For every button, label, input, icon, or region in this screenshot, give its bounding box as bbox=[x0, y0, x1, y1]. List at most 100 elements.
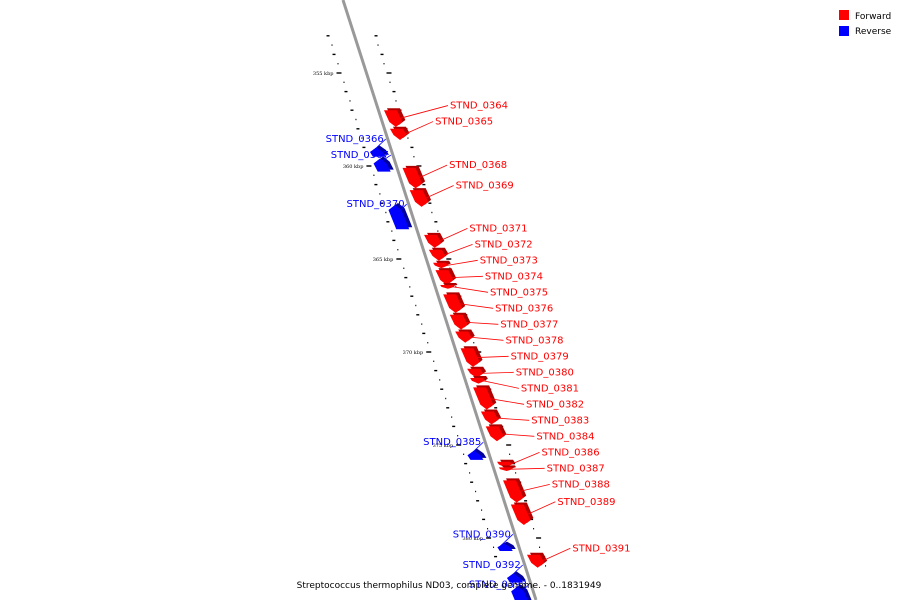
gene-arrow bbox=[485, 426, 504, 442]
gene-label[interactable]: STND_0368 bbox=[449, 160, 507, 171]
legend-reverse-label: Reverse bbox=[855, 27, 892, 37]
label-leader-line bbox=[392, 203, 407, 218]
gene-stnd-0372[interactable] bbox=[428, 247, 449, 261]
gene-label[interactable]: STND_0374 bbox=[485, 271, 543, 282]
gene-stnd-0388[interactable] bbox=[503, 478, 527, 503]
gene-stnd-0373[interactable] bbox=[433, 260, 451, 269]
gene-label[interactable]: STND_0380 bbox=[516, 367, 574, 378]
gene-label[interactable]: STND_0377 bbox=[500, 319, 558, 330]
gene-label[interactable]: STND_0375 bbox=[490, 287, 548, 298]
gene-arrow bbox=[435, 270, 454, 286]
gene-label[interactable]: STND_0385 bbox=[423, 437, 481, 448]
gene-label[interactable]: STND_0370 bbox=[347, 199, 405, 210]
gene-stnd-0371[interactable] bbox=[424, 232, 445, 248]
gene-stnd-0369[interactable] bbox=[409, 188, 432, 207]
label-leader-line bbox=[453, 286, 489, 293]
label-leader-line bbox=[508, 564, 524, 579]
gene-label[interactable]: STND_0381 bbox=[521, 383, 579, 394]
gene-label[interactable]: STND_0383 bbox=[531, 415, 589, 426]
gene-label[interactable]: STND_0373 bbox=[480, 255, 538, 266]
gene-label[interactable]: STND_0364 bbox=[450, 101, 508, 112]
label-leader-line bbox=[438, 227, 468, 242]
gene-stnd-0391[interactable] bbox=[526, 552, 548, 568]
gene-arrow bbox=[455, 331, 472, 343]
gene-arrow bbox=[402, 167, 423, 189]
gene-stnd-0368[interactable] bbox=[402, 165, 426, 189]
label-leader-line bbox=[498, 534, 514, 548]
gene-label[interactable]: STND_0367 bbox=[331, 150, 389, 161]
gene-arrow bbox=[503, 480, 524, 503]
gene-arrow bbox=[443, 294, 463, 313]
gene-stnd-0370[interactable] bbox=[388, 203, 413, 230]
axis-tick-label: 360 kbp bbox=[343, 164, 364, 170]
label-leader-line bbox=[481, 371, 514, 374]
gene-features bbox=[369, 108, 548, 600]
gene-stnd-0374[interactable] bbox=[435, 268, 457, 286]
gene-arrow bbox=[480, 411, 499, 425]
label-leader-line bbox=[450, 275, 483, 278]
gene-stnd-0387[interactable] bbox=[498, 465, 517, 472]
gene-arrow bbox=[526, 554, 545, 568]
label-leader-line bbox=[464, 321, 499, 325]
legend-forward-label: Forward bbox=[855, 12, 891, 22]
legend-reverse-swatch bbox=[839, 26, 849, 36]
axis-tick-label: 375 kbp bbox=[433, 443, 454, 449]
gene-arrow bbox=[409, 190, 429, 207]
label-leader-line bbox=[443, 243, 473, 256]
gene-arrow bbox=[389, 128, 407, 140]
gene-stnd-0381[interactable] bbox=[470, 376, 488, 384]
gene-stnd-0367[interactable] bbox=[373, 156, 394, 172]
gene-stnd-0378[interactable] bbox=[455, 329, 475, 343]
gene-stnd-0384[interactable] bbox=[485, 424, 507, 442]
label-leader-line bbox=[399, 105, 449, 119]
gene-arrow bbox=[424, 234, 442, 248]
gene-stnd-0375[interactable] bbox=[440, 283, 458, 289]
gene-label[interactable]: STND_0393 bbox=[469, 580, 527, 591]
gene-arrow bbox=[428, 249, 446, 261]
gene-stnd-0389[interactable] bbox=[510, 502, 534, 525]
label-leader-line bbox=[511, 467, 545, 470]
gene-stnd-0377[interactable] bbox=[449, 312, 471, 330]
gene-arrow bbox=[388, 205, 410, 230]
gene-stnd-0364[interactable] bbox=[383, 108, 406, 127]
label-leader-line bbox=[371, 138, 386, 153]
gene-arrow bbox=[460, 348, 480, 367]
axis-tick-label: 370 kbp bbox=[403, 350, 424, 356]
gene-stnd-0365[interactable] bbox=[389, 126, 410, 140]
gene-label[interactable]: STND_0391 bbox=[572, 543, 630, 554]
gene-label[interactable]: STND_0366 bbox=[326, 134, 384, 145]
gene-label[interactable]: STND_0376 bbox=[495, 303, 553, 314]
gene-label[interactable]: STND_0389 bbox=[557, 497, 615, 508]
axis-tick-label: 355 kbp bbox=[313, 71, 334, 77]
gene-label[interactable]: STND_0382 bbox=[526, 399, 584, 410]
label-leader-line bbox=[500, 433, 535, 437]
gene-label[interactable]: STND_0372 bbox=[475, 239, 533, 250]
map-caption: Streptococcus thermophilus ND03, complet… bbox=[297, 581, 602, 591]
gene-stnd-0383[interactable] bbox=[480, 409, 502, 425]
gene-label[interactable]: STND_0378 bbox=[505, 335, 563, 346]
label-leader-line bbox=[404, 121, 434, 135]
gene-label[interactable]: STND_0388 bbox=[552, 479, 610, 490]
gene-arrow bbox=[470, 378, 485, 384]
axis-tick-label: 365 kbp bbox=[373, 257, 394, 263]
gene-label[interactable]: STND_0365 bbox=[435, 117, 493, 128]
gene-stnd-0382[interactable] bbox=[473, 385, 497, 410]
label-leader-line bbox=[424, 185, 454, 199]
gene-stnd-0376[interactable] bbox=[443, 292, 466, 313]
gene-label[interactable]: STND_0384 bbox=[536, 431, 594, 442]
gene-arrow bbox=[473, 387, 494, 410]
gene-label[interactable]: STND_0392 bbox=[463, 560, 521, 571]
gene-label[interactable]: STND_0371 bbox=[469, 223, 527, 234]
genome-backbone bbox=[341, 0, 538, 600]
label-leader-line bbox=[519, 483, 550, 492]
gene-stnd-0379[interactable] bbox=[460, 346, 483, 367]
gene-label[interactable]: STND_0390 bbox=[453, 529, 511, 540]
gene-label[interactable]: STND_0369 bbox=[456, 181, 514, 192]
gene-shadow bbox=[443, 283, 458, 287]
gene-label[interactable]: STND_0379 bbox=[511, 351, 569, 362]
label-leader-line bbox=[510, 451, 540, 465]
label-leader-line bbox=[476, 355, 509, 358]
gene-label[interactable]: STND_0386 bbox=[541, 447, 599, 458]
gene-label[interactable]: STND_0387 bbox=[547, 463, 605, 474]
